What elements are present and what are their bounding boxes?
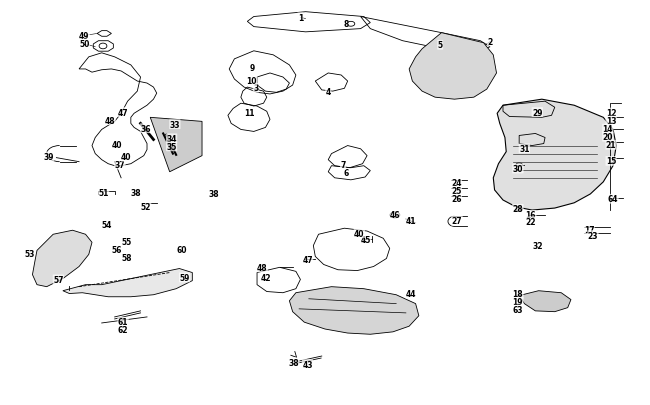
Text: 38: 38 bbox=[131, 189, 141, 198]
Text: 42: 42 bbox=[260, 273, 270, 282]
Text: 47: 47 bbox=[302, 255, 313, 264]
Text: 2: 2 bbox=[488, 38, 493, 47]
Text: 23: 23 bbox=[588, 231, 598, 240]
Text: 12: 12 bbox=[606, 109, 616, 118]
Text: 8: 8 bbox=[343, 20, 348, 29]
Text: 45: 45 bbox=[361, 235, 371, 244]
Text: 9: 9 bbox=[249, 64, 255, 73]
Text: 19: 19 bbox=[513, 298, 523, 307]
Text: 18: 18 bbox=[513, 290, 523, 299]
Text: 58: 58 bbox=[121, 253, 131, 262]
Text: 39: 39 bbox=[44, 153, 54, 162]
Text: 41: 41 bbox=[406, 217, 417, 226]
Text: 17: 17 bbox=[584, 225, 594, 234]
Text: 38: 38 bbox=[209, 189, 219, 198]
Text: 29: 29 bbox=[532, 108, 543, 117]
Text: 28: 28 bbox=[513, 205, 523, 214]
Text: 40: 40 bbox=[354, 229, 365, 238]
Text: 3: 3 bbox=[253, 84, 258, 93]
Text: 30: 30 bbox=[513, 164, 523, 174]
Text: 60: 60 bbox=[176, 245, 187, 254]
Text: 24: 24 bbox=[451, 179, 462, 188]
Polygon shape bbox=[493, 100, 616, 211]
Text: 62: 62 bbox=[118, 326, 128, 335]
Text: 61: 61 bbox=[118, 318, 128, 326]
Polygon shape bbox=[289, 287, 419, 335]
Text: 32: 32 bbox=[532, 241, 543, 250]
Text: 10: 10 bbox=[246, 77, 257, 85]
Text: 38: 38 bbox=[289, 358, 299, 367]
Text: 52: 52 bbox=[140, 203, 151, 212]
Text: 44: 44 bbox=[406, 289, 417, 298]
Text: 4: 4 bbox=[326, 88, 331, 97]
Text: 34: 34 bbox=[166, 134, 177, 143]
Text: 1: 1 bbox=[298, 14, 303, 23]
Text: 13: 13 bbox=[606, 117, 616, 126]
Text: 53: 53 bbox=[24, 249, 34, 258]
Text: 46: 46 bbox=[389, 211, 400, 220]
Text: 27: 27 bbox=[452, 217, 462, 226]
Text: 48: 48 bbox=[105, 116, 116, 125]
Text: 51: 51 bbox=[98, 189, 109, 198]
Text: 11: 11 bbox=[244, 108, 255, 117]
Text: 43: 43 bbox=[302, 360, 313, 369]
Text: 35: 35 bbox=[166, 143, 177, 151]
Text: 26: 26 bbox=[451, 195, 462, 204]
Text: 40: 40 bbox=[111, 141, 122, 149]
Polygon shape bbox=[32, 231, 92, 287]
Text: 54: 54 bbox=[101, 221, 112, 230]
Text: 64: 64 bbox=[608, 195, 618, 204]
Text: 16: 16 bbox=[526, 211, 536, 220]
Text: 6: 6 bbox=[344, 169, 349, 178]
Text: 25: 25 bbox=[451, 187, 462, 196]
Text: 15: 15 bbox=[606, 157, 616, 166]
Text: 56: 56 bbox=[111, 245, 122, 254]
Text: 50: 50 bbox=[79, 40, 90, 49]
Polygon shape bbox=[409, 34, 497, 100]
Text: 5: 5 bbox=[437, 41, 443, 50]
Polygon shape bbox=[63, 269, 192, 297]
Text: 57: 57 bbox=[53, 275, 64, 284]
Text: 55: 55 bbox=[121, 237, 131, 246]
Polygon shape bbox=[150, 118, 202, 173]
Text: 48: 48 bbox=[257, 263, 268, 272]
Text: 49: 49 bbox=[79, 32, 90, 41]
Text: 59: 59 bbox=[179, 273, 190, 282]
Text: 33: 33 bbox=[170, 120, 180, 129]
Text: 63: 63 bbox=[513, 305, 523, 314]
Text: 40: 40 bbox=[121, 153, 131, 162]
Text: 36: 36 bbox=[140, 124, 151, 133]
Text: 31: 31 bbox=[519, 145, 530, 153]
Text: 22: 22 bbox=[526, 217, 536, 226]
Text: 37: 37 bbox=[114, 161, 125, 170]
Text: 7: 7 bbox=[341, 161, 346, 170]
Polygon shape bbox=[519, 291, 571, 312]
Text: 21: 21 bbox=[606, 141, 616, 150]
Text: 20: 20 bbox=[603, 133, 613, 142]
Text: 14: 14 bbox=[603, 125, 613, 134]
Text: 47: 47 bbox=[118, 108, 129, 117]
